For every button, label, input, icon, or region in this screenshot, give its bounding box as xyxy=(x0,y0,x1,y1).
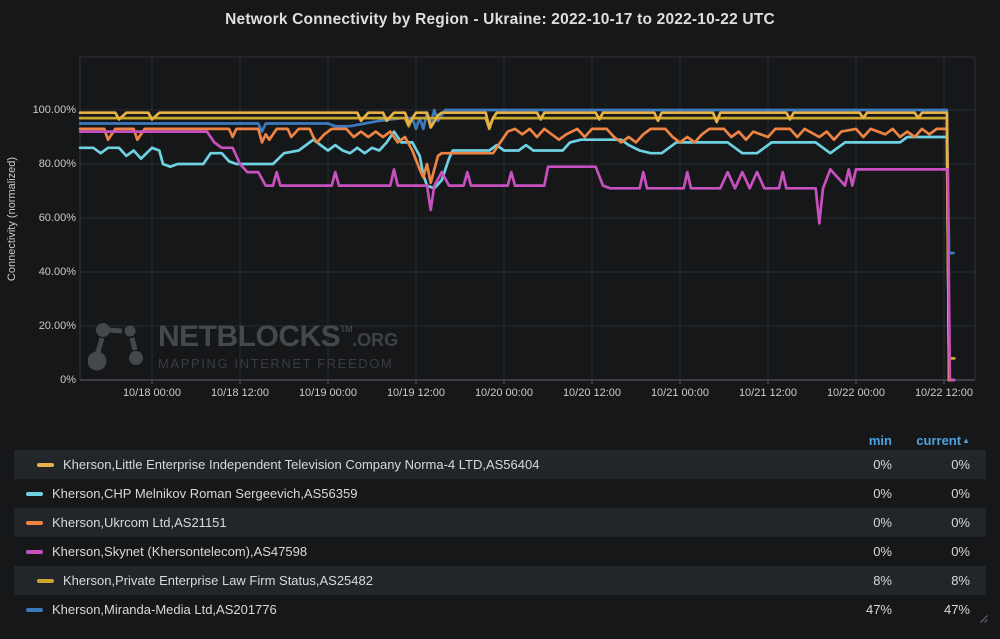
legend-row-law-firm-status[interactable]: Kherson,Private Enterprise Law Firm Stat… xyxy=(14,566,986,595)
x-tick-label: 10/18 00:00 xyxy=(122,387,182,399)
legend-min-value: 0% xyxy=(873,544,892,559)
legend-header-row: min current▲ xyxy=(14,430,986,450)
legend-current-value: 47% xyxy=(943,602,970,617)
legend-series-label[interactable]: Kherson,Private Enterprise Law Firm Stat… xyxy=(63,573,373,588)
legend-header-min[interactable]: min xyxy=(868,432,892,448)
legend-series-label[interactable]: Kherson,Miranda-Media Ltd,AS201776 xyxy=(52,602,277,617)
series-color-swatch xyxy=(26,607,43,612)
series-line xyxy=(78,108,955,255)
legend-min-value: 8% xyxy=(873,573,892,588)
sort-asc-icon: ▲ xyxy=(962,435,970,445)
legend-current-value: 8% xyxy=(951,573,970,588)
x-tick-label: 10/20 00:00 xyxy=(474,387,534,399)
legend-current-value: 0% xyxy=(951,486,970,501)
y-tick-label: 40.00% xyxy=(38,266,76,278)
series-color-swatch xyxy=(37,462,54,467)
x-tick-label: 10/18 12:00 xyxy=(210,387,270,399)
legend-current-value: 0% xyxy=(951,457,970,472)
series-line xyxy=(78,130,956,382)
legend-row-chp-melnikov[interactable]: Kherson,CHP Melnikov Roman Sergeevich,AS… xyxy=(14,479,986,508)
series-line xyxy=(78,130,955,382)
panel-resize-handle[interactable] xyxy=(979,614,988,623)
y-tick-label: 60.00% xyxy=(38,212,76,224)
legend-header-current[interactable]: current▲ xyxy=(916,432,970,448)
legend-row-norma4[interactable]: Kherson,Little Enterprise Independent Te… xyxy=(14,450,986,479)
legend-series-label[interactable]: Kherson,Skynet (Khersontelecom),AS47598 xyxy=(52,544,308,559)
x-tick-label: 10/21 12:00 xyxy=(738,387,798,399)
legend-min-value: 0% xyxy=(873,515,892,530)
series-line xyxy=(78,127,955,382)
x-tick-label: 10/19 12:00 xyxy=(386,387,446,399)
x-tick-label: 10/19 00:00 xyxy=(298,387,358,399)
legend-min-value: 0% xyxy=(873,457,892,472)
panel-title: Network Connectivity by Region - Ukraine… xyxy=(225,11,775,28)
series-color-swatch xyxy=(26,491,43,496)
legend-table: min current▲ Kherson,Little Enterprise I… xyxy=(14,430,986,624)
y-tick-label: 100.00% xyxy=(32,104,76,116)
legend-row-skynet[interactable]: Kherson,Skynet (Khersontelecom),AS47598 … xyxy=(14,537,986,566)
series-line xyxy=(78,111,955,382)
x-tick-label: 10/22 00:00 xyxy=(826,387,886,399)
legend-min-value: 47% xyxy=(865,602,892,617)
x-tick-label: 10/21 00:00 xyxy=(650,387,710,399)
legend-current-value: 0% xyxy=(951,515,970,530)
legend-row-miranda-media[interactable]: Kherson,Miranda-Media Ltd,AS201776 47% 4… xyxy=(14,595,986,624)
legend-series-label[interactable]: Kherson,Ukrcom Ltd,AS21151 xyxy=(52,515,227,530)
y-tick-label: 80.00% xyxy=(38,158,76,170)
y-tick-label: 0% xyxy=(60,374,76,386)
legend-series-label[interactable]: Kherson,CHP Melnikov Roman Sergeevich,AS… xyxy=(52,486,358,501)
x-tick-label: 10/20 12:00 xyxy=(562,387,622,399)
y-tick-label: 20.00% xyxy=(38,320,76,332)
connectivity-chart[interactable] xyxy=(0,0,1000,412)
legend-min-value: 0% xyxy=(873,486,892,501)
legend-row-ukrcom[interactable]: Kherson,Ukrcom Ltd,AS21151 0% 0% xyxy=(14,508,986,537)
series-color-swatch xyxy=(26,520,43,525)
x-tick-label: 10/22 12:00 xyxy=(914,387,974,399)
legend-series-label[interactable]: Kherson,Little Enterprise Independent Te… xyxy=(63,457,540,472)
legend-current-value: 0% xyxy=(951,544,970,559)
series-color-swatch xyxy=(26,549,43,554)
series-color-swatch xyxy=(37,578,54,583)
